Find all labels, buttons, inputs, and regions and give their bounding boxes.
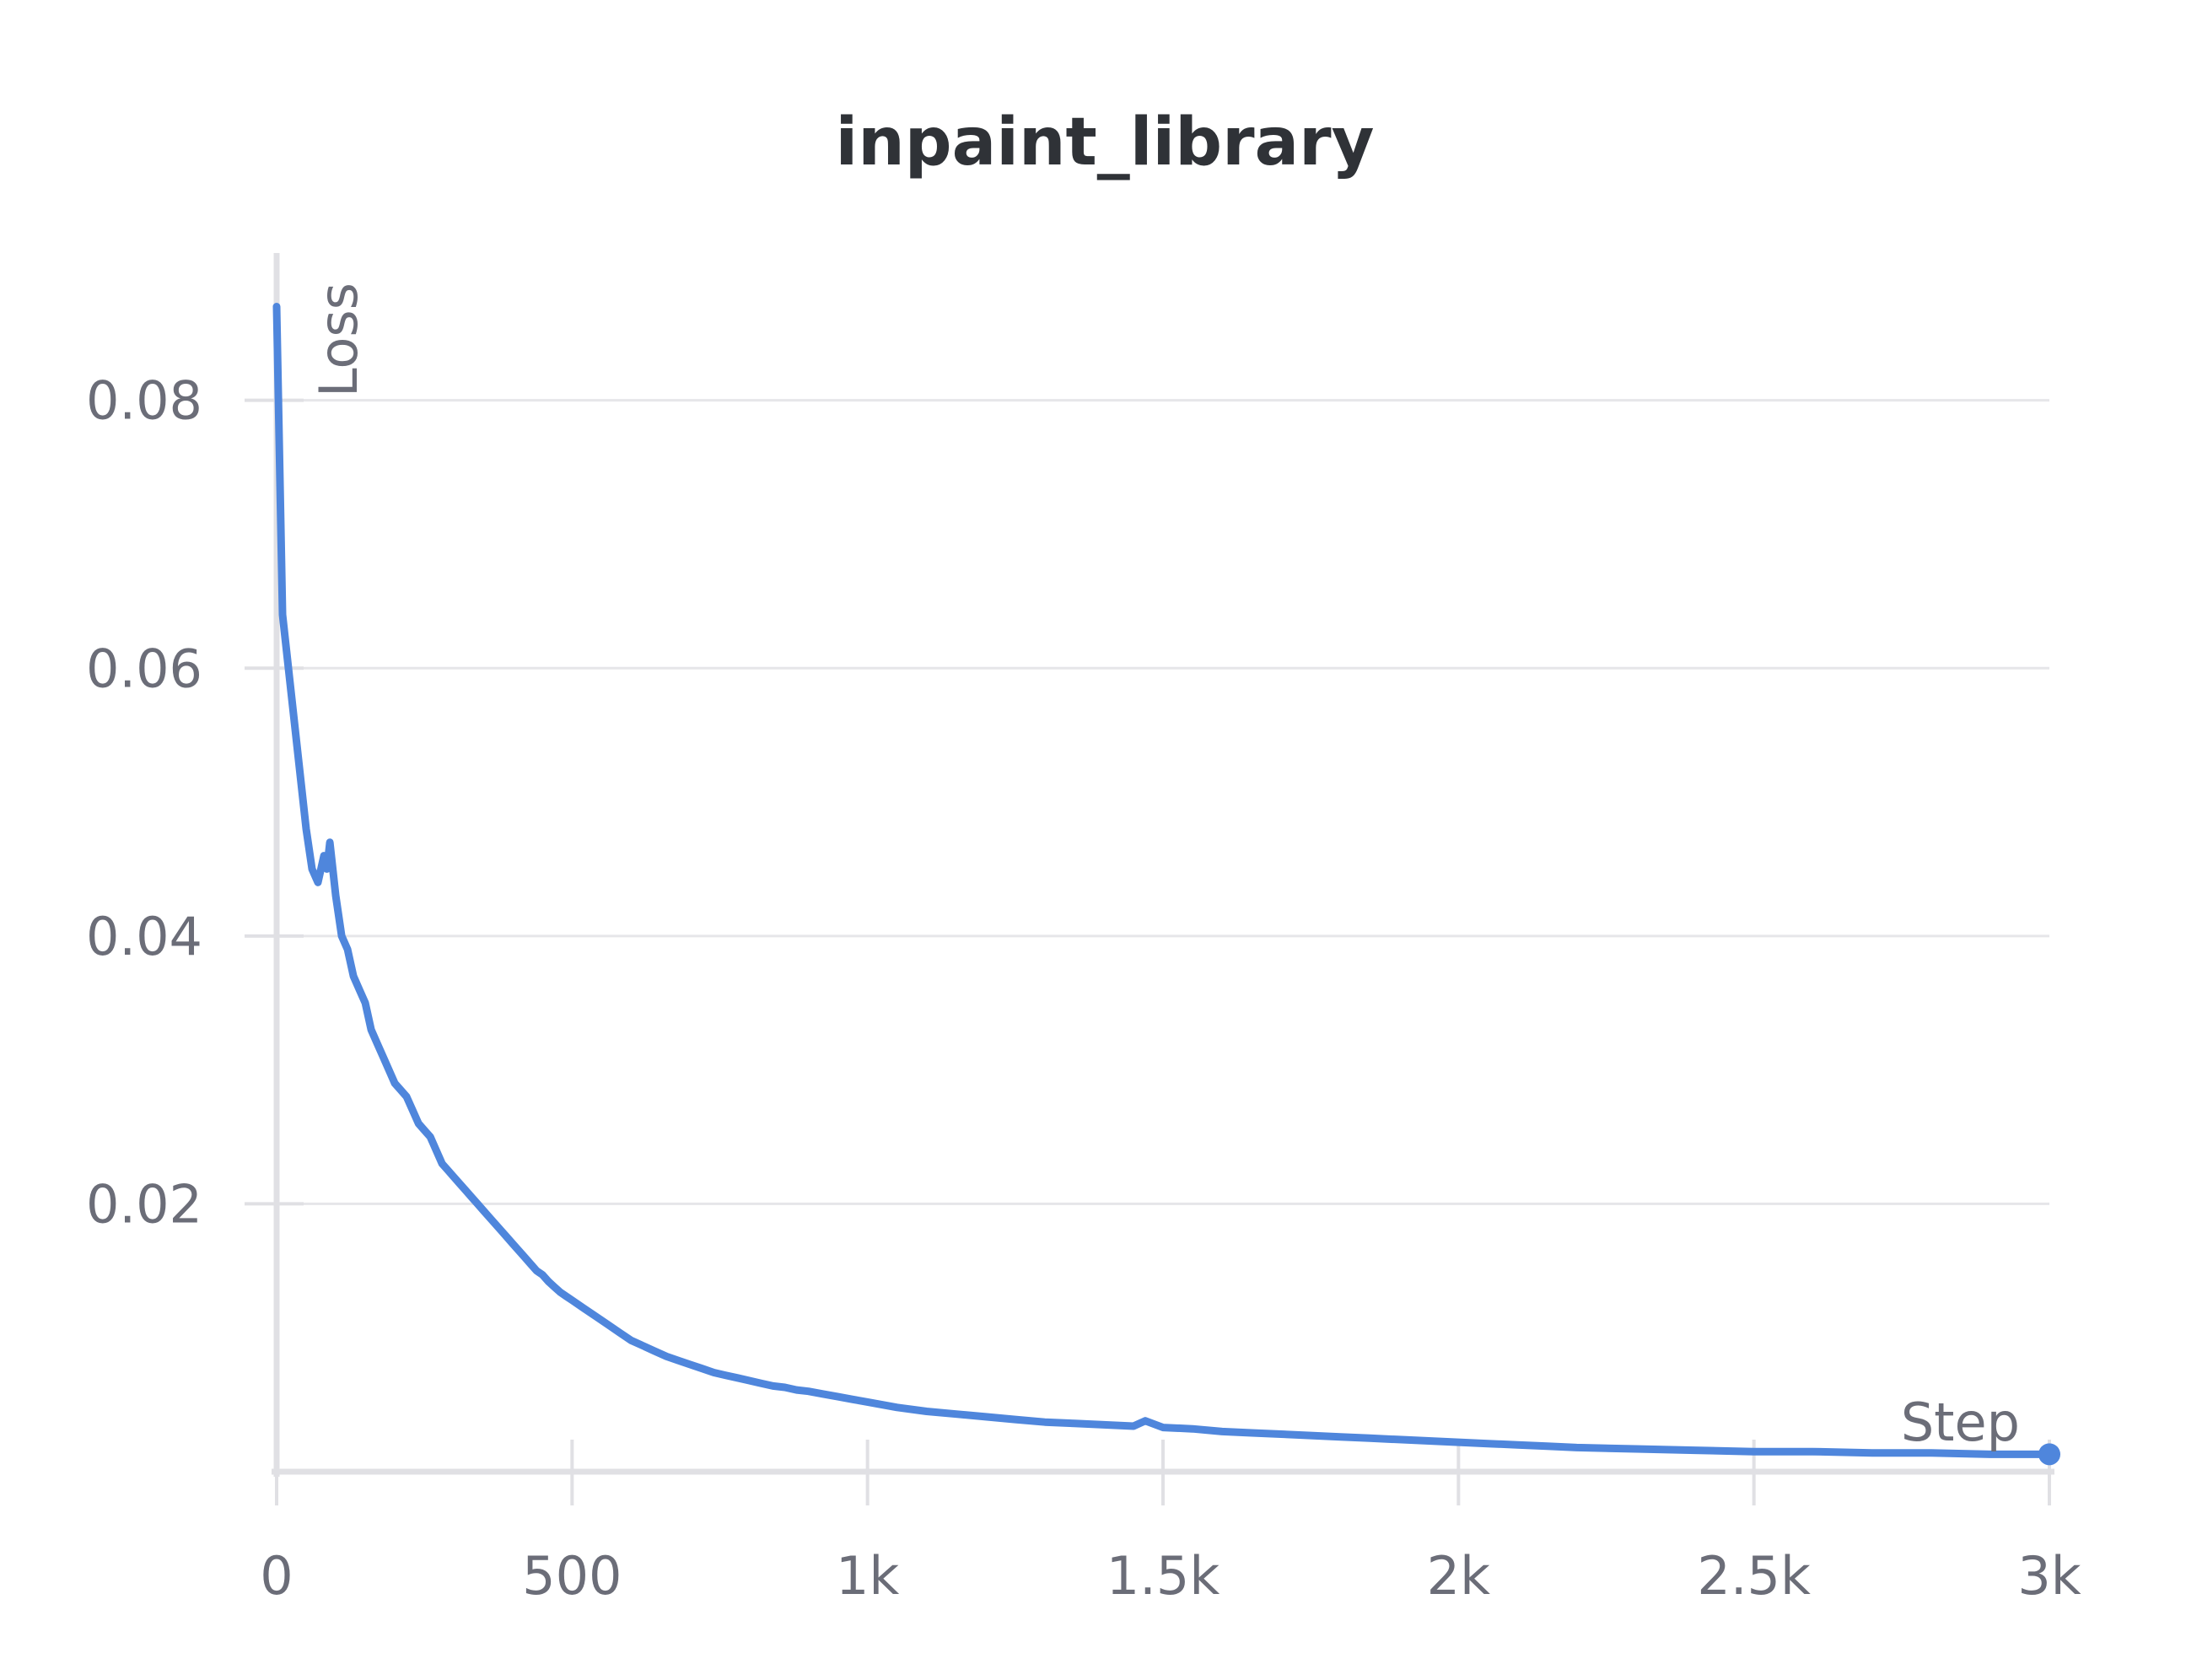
x-tick-label: 2k xyxy=(1427,1545,1490,1607)
loss-series-line xyxy=(272,303,2054,1458)
grid-lines xyxy=(277,399,2049,1205)
tick-labels: 0.02 0.04 0.06 0.08 0 500 1k 1.5k 2k 2.5k 3k xyxy=(86,370,2081,1607)
series-layer xyxy=(272,303,2060,1466)
loss-series-end-point xyxy=(2038,1443,2060,1466)
x-axis-title: Step xyxy=(1901,1392,2020,1453)
axes xyxy=(245,253,2054,1505)
y-tick-label: 0.08 xyxy=(86,370,202,432)
x-tick-label: 2.5k xyxy=(1697,1545,1811,1607)
x-tick-label: 1.5k xyxy=(1106,1545,1220,1607)
y-tick-label: 0.06 xyxy=(86,638,202,699)
x-tick-label: 0 xyxy=(260,1545,293,1607)
x-tick-label: 1k xyxy=(836,1545,899,1607)
x-tick-label: 500 xyxy=(522,1545,622,1607)
y-axis-title: Loss xyxy=(308,283,369,397)
chart-title: inpaint_library xyxy=(835,105,1374,180)
x-tick-label: 3k xyxy=(2017,1545,2081,1607)
y-tick-label: 0.04 xyxy=(86,906,202,967)
y-tick-label: 0.02 xyxy=(86,1173,202,1235)
